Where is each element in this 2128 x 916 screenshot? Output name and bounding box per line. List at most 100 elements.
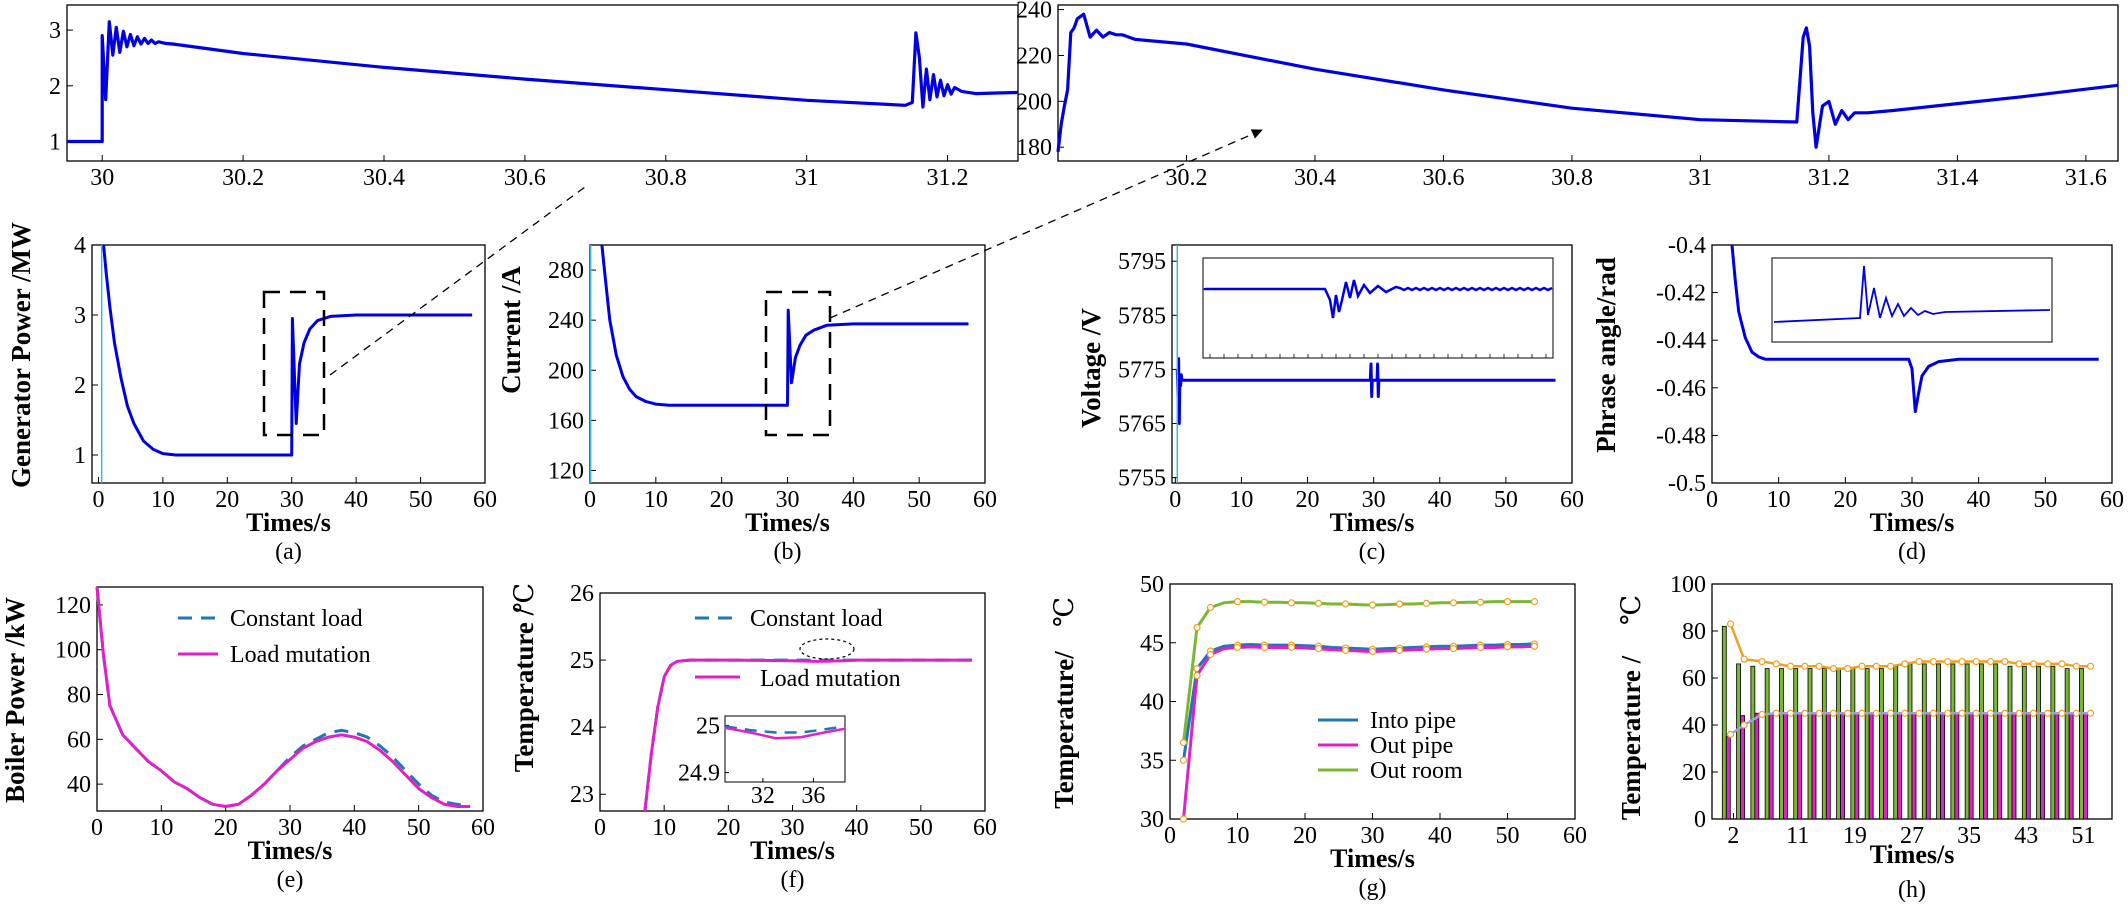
- bar: [1811, 712, 1817, 820]
- bar: [1850, 668, 1856, 820]
- x-tick-label: 10: [644, 487, 668, 513]
- bar: [2054, 712, 2060, 820]
- x-tick-label: 0: [92, 487, 104, 513]
- x-axis-label: Times/s: [750, 836, 835, 865]
- x-tick-label: 2: [1727, 823, 1739, 849]
- data-point: [1368, 601, 1377, 609]
- x-tick-label: 30: [1362, 487, 1386, 513]
- zoom-panel-current: 30.2 30.4 30.6 30.8 31 31.2 31.4 31.6 180 200 220 2…: [1016, 0, 2119, 191]
- y-tick-label: 2: [49, 74, 61, 100]
- data-point: [1287, 643, 1296, 652]
- x-tick-label: 40: [1967, 487, 1991, 513]
- x-tick-label: 30.2: [222, 165, 264, 191]
- data-point: [2086, 662, 2095, 670]
- x-tick-label: 20: [1296, 487, 1320, 513]
- overlay-line-1: [1729, 623, 2091, 670]
- inset-series-1: [724, 725, 846, 734]
- bar: [1840, 712, 1845, 820]
- legend-entry: Into pipe: [1370, 708, 1456, 734]
- x-tick-label: 50: [407, 815, 431, 841]
- x-tick-label: 60: [1563, 823, 1587, 849]
- x-tick-label: 30: [278, 815, 302, 841]
- bar: [1721, 625, 1727, 820]
- x-tick-label: 30: [1900, 487, 1924, 513]
- data-point: [2029, 660, 2038, 668]
- data-point: [1786, 709, 1795, 717]
- y-tick-label: 100: [55, 638, 91, 664]
- data-point: [1815, 709, 1823, 717]
- bar: [1807, 668, 1813, 820]
- y-tick-label: 240: [1016, 0, 1052, 24]
- data-point: [1986, 709, 1995, 717]
- data-point: [1929, 709, 1938, 717]
- y-tick-label: 5755: [1118, 466, 1166, 492]
- data-point: [1193, 672, 1201, 680]
- bar: [1821, 668, 1827, 820]
- y-tick-label: -0.48: [1656, 423, 1706, 449]
- data-point: [1476, 643, 1485, 652]
- data-point: [1395, 646, 1404, 654]
- data-point: [1314, 599, 1323, 607]
- x-tick-label: 10: [1229, 487, 1253, 513]
- y-axis-label: Temperature /: [1616, 655, 1646, 820]
- bar: [1950, 663, 1956, 820]
- x-tick-label: 19: [1843, 823, 1867, 849]
- data-point: [1815, 662, 1823, 670]
- bar: [1868, 712, 1874, 820]
- data-point: [1449, 599, 1458, 607]
- bar: [1893, 665, 1899, 820]
- bar: [2079, 668, 2084, 820]
- bar: [1825, 712, 1831, 820]
- x-tick-label: 31.2: [1808, 165, 1850, 191]
- legend-entry: Load mutation: [760, 666, 901, 692]
- data-point: [1233, 643, 1242, 652]
- x-tick-label: 0: [584, 487, 596, 513]
- data-point: [1179, 756, 1188, 764]
- x-tick-label: 50: [1496, 823, 1520, 849]
- x-tick-label: 30.8: [1551, 165, 1593, 191]
- data-point: [1886, 662, 1895, 670]
- inset-y-tick-label: 24.9: [678, 761, 720, 787]
- x-tick-label: 51: [2071, 823, 2095, 849]
- bar: [2040, 712, 2045, 820]
- y-axis-label: Phrase angle/rad: [1591, 257, 1621, 453]
- y-axis-label: Temperature /: [509, 607, 539, 772]
- series-line-1: [600, 244, 969, 407]
- data-point: [1858, 709, 1866, 717]
- x-tick-label: 40: [841, 487, 865, 513]
- y-tick-label: 200: [548, 358, 584, 384]
- x-tick-label: 20: [1293, 823, 1317, 849]
- data-point: [1972, 657, 1980, 666]
- series-line-1: [1730, 244, 2099, 414]
- x-tick-label: 0: [91, 815, 103, 841]
- series-line-2: [643, 658, 973, 812]
- series-line-1: [1182, 642, 1535, 761]
- y-tick-label: 26: [570, 581, 594, 607]
- panel-g-pipe-temperature: 0 10 20 30 40 50 60 30 35 40 45 50 Times/s(g) Tempera…: [1049, 572, 1587, 901]
- series-line-1: [1056, 12, 2119, 152]
- inset-frame: [1771, 257, 2053, 343]
- x-tick-label: 30.4: [363, 165, 405, 191]
- data-point: [1758, 710, 1766, 719]
- bar: [1797, 712, 1803, 820]
- bar: [2021, 665, 2027, 820]
- x-tick-label: 40: [344, 487, 368, 513]
- x-tick-label: 30: [280, 487, 304, 513]
- inset-frame: [1202, 257, 1554, 359]
- x-tick-label: 30.6: [504, 165, 546, 191]
- data-point: [1449, 645, 1458, 653]
- bar: [1864, 668, 1870, 820]
- data-point: [1944, 709, 1952, 717]
- zoom-panel-power: 30 30.2 30.4 30.6 30.8 31 31.2 1 2 3: [49, 4, 1019, 191]
- data-point: [1368, 647, 1377, 656]
- bar: [1725, 736, 1731, 820]
- bar: [1883, 712, 1888, 820]
- x-axis-label: Times/s: [1330, 844, 1415, 873]
- y-tick-label: 0: [1694, 807, 1706, 833]
- x-tick-label: 35: [1957, 823, 1981, 849]
- x-tick-label: 30: [90, 165, 114, 191]
- legend-entry: Out pipe: [1370, 733, 1453, 759]
- x-tick-label: 11: [1786, 823, 1809, 849]
- panel-f-temperature: 0 10 20 30 40 50 60 23 24 25 26 Times/s(f) Temperatu…: [509, 581, 997, 893]
- panel-label: (g): [1359, 875, 1387, 901]
